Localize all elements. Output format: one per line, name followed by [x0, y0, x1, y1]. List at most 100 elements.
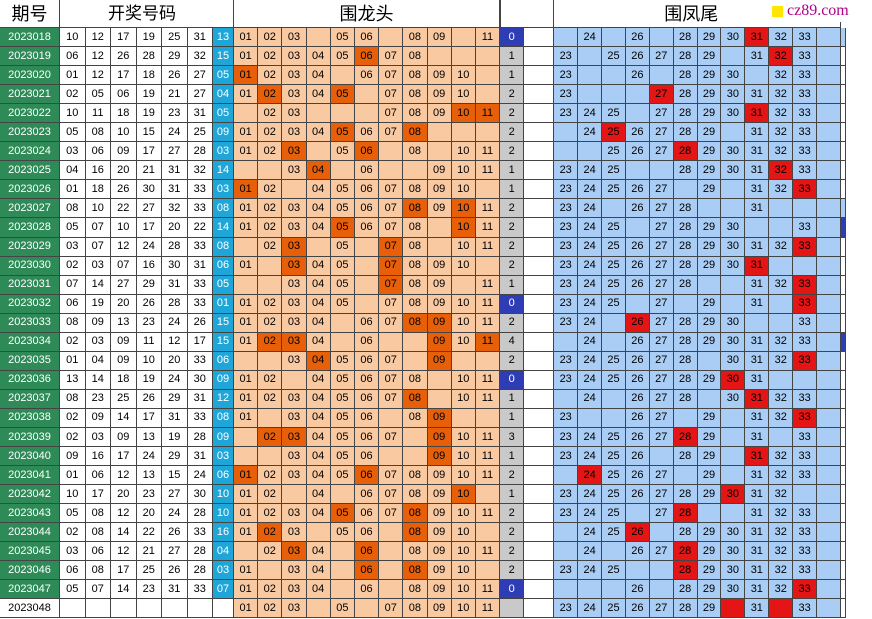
phoenix-cell: 26 — [625, 542, 650, 562]
edge-marker-cell — [840, 218, 846, 238]
dragon-cell: 02 — [258, 580, 283, 600]
dragon-cell: 04 — [306, 47, 331, 67]
phoenix-cell: 33 — [793, 447, 818, 467]
phoenix-cell: 28 — [673, 561, 698, 581]
dragon-cell — [451, 275, 476, 295]
dragon-cell — [234, 275, 259, 295]
dragon-cell: 10 — [451, 542, 476, 562]
phoenix-cell: 24 — [578, 523, 603, 543]
phoenix-cell: 31 — [745, 447, 770, 467]
draw-number-cell: 02 — [60, 85, 86, 105]
phoenix-cell: 25 — [602, 104, 626, 124]
draw-number-cell: 05 — [60, 218, 86, 238]
draw-number-cell: 08 — [85, 523, 111, 543]
dragon-cell: 08 — [403, 256, 428, 276]
logo-text: cz89.com — [787, 2, 849, 19]
dragon-cell: 07 — [379, 294, 404, 314]
blue-ball-cell: 03 — [213, 142, 234, 162]
phoenix-cell — [578, 142, 603, 162]
dragon-cell: 08 — [403, 485, 428, 505]
dragon-cell: 05 — [330, 294, 355, 314]
dragon-cell: 07 — [379, 218, 404, 238]
edge-marker-cell — [840, 256, 846, 276]
phoenix-cell: 33 — [793, 542, 818, 562]
dragon-cell — [306, 28, 331, 48]
phoenix-cell: 30 — [721, 523, 746, 543]
phoenix-cell: 33 — [793, 313, 818, 333]
dragon-cell: 05 — [330, 370, 355, 390]
dragon-cell: 02 — [258, 237, 283, 257]
phoenix-cell: 28 — [673, 485, 698, 505]
phoenix-cell: 24 — [578, 294, 603, 314]
phoenix-cell: 23 — [554, 180, 579, 200]
phoenix-cell — [673, 408, 698, 428]
edge-marker-cell — [840, 389, 846, 409]
phoenix-cell — [697, 275, 722, 295]
dragon-cell: 08 — [403, 580, 428, 600]
dragon-cell: 09 — [427, 294, 452, 314]
dragon-cell — [234, 237, 259, 257]
dragon-cell — [354, 599, 380, 619]
dragon-cell: 11 — [475, 199, 501, 219]
draw-number-cell: 12 — [111, 542, 137, 562]
phoenix-cell: 27 — [649, 275, 674, 295]
draw-number-cell: 30 — [162, 256, 188, 276]
separator-cell — [524, 161, 555, 181]
dragon-cell — [282, 485, 307, 505]
dragon-cell — [258, 561, 283, 581]
dragon-cell: 01 — [234, 504, 259, 524]
draw-number-cell: 07 — [85, 237, 111, 257]
phoenix-extra-cell — [817, 504, 841, 524]
dragon-cell: 08 — [403, 104, 428, 124]
phoenix-cell: 28 — [673, 28, 698, 48]
draw-number-cell: 19 — [136, 104, 162, 124]
phoenix-cell: 29 — [697, 332, 722, 352]
draw-number-cell: 10 — [136, 351, 162, 371]
phoenix-cell: 28 — [673, 580, 698, 600]
dragon-cell: 04 — [306, 85, 331, 105]
edge-marker-cell — [840, 427, 846, 448]
phoenix-cell — [721, 199, 746, 219]
phoenix-cell — [649, 523, 674, 543]
phoenix-cell: 33 — [793, 332, 818, 352]
phoenix-cell: 27 — [649, 294, 674, 314]
dragon-count-cell: 2 — [500, 123, 525, 143]
draw-number-cell: 19 — [136, 28, 162, 48]
dragon-cell: 08 — [403, 561, 428, 581]
edge-marker-cell — [840, 599, 846, 619]
draw-number-cell: 03 — [60, 237, 86, 257]
dragon-cell: 10 — [451, 142, 476, 162]
dragon-cell: 07 — [379, 313, 404, 333]
site-logo[interactable]: cz89.com — [768, 0, 872, 22]
dragon-cell: 02 — [258, 199, 283, 219]
dragon-cell — [403, 427, 428, 448]
phoenix-cell: 29 — [697, 218, 722, 238]
draw-number-cell — [136, 599, 162, 619]
dragon-cell: 02 — [258, 542, 283, 562]
draw-number-cell: 05 — [60, 580, 86, 600]
phoenix-extra-cell — [817, 599, 841, 619]
draw-number-cell: 28 — [136, 47, 162, 67]
dragon-cell — [258, 275, 283, 295]
draw-number-cell: 15 — [136, 123, 162, 143]
draw-number-cell: 27 — [136, 199, 162, 219]
dragon-cell — [475, 180, 501, 200]
phoenix-cell: 33 — [793, 180, 818, 200]
blue-ball-cell: 08 — [213, 199, 234, 219]
phoenix-cell: 24 — [578, 199, 603, 219]
dragon-cell: 10 — [451, 427, 476, 448]
phoenix-cell: 24 — [578, 28, 603, 48]
blue-ball-cell: 10 — [213, 504, 234, 524]
phoenix-cell: 31 — [745, 523, 770, 543]
dragon-cell: 06 — [354, 161, 380, 181]
phoenix-cell: 24 — [578, 542, 603, 562]
phoenix-cell: 28 — [673, 447, 698, 467]
dragon-cell: 01 — [234, 580, 259, 600]
phoenix-cell — [769, 256, 794, 276]
phoenix-cell: 32 — [769, 408, 794, 428]
dragon-cell: 03 — [282, 218, 307, 238]
dragon-cell: 01 — [234, 485, 259, 505]
phoenix-cell: 24 — [578, 370, 603, 390]
dragon-cell: 11 — [475, 142, 501, 162]
